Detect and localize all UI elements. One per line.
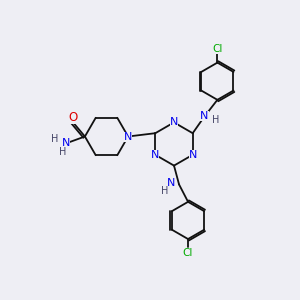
- Text: H: H: [51, 134, 59, 144]
- Text: N: N: [167, 178, 175, 188]
- Text: O: O: [68, 111, 78, 124]
- Text: H: H: [59, 148, 67, 158]
- Text: H: H: [161, 186, 168, 196]
- Text: N: N: [200, 111, 209, 121]
- Text: Cl: Cl: [183, 248, 193, 258]
- Text: Cl: Cl: [212, 44, 223, 54]
- Text: N: N: [62, 138, 70, 148]
- Text: H: H: [212, 115, 219, 124]
- Text: N: N: [124, 131, 132, 142]
- Text: N: N: [151, 150, 160, 160]
- Text: N: N: [188, 150, 197, 160]
- Text: N: N: [170, 117, 178, 128]
